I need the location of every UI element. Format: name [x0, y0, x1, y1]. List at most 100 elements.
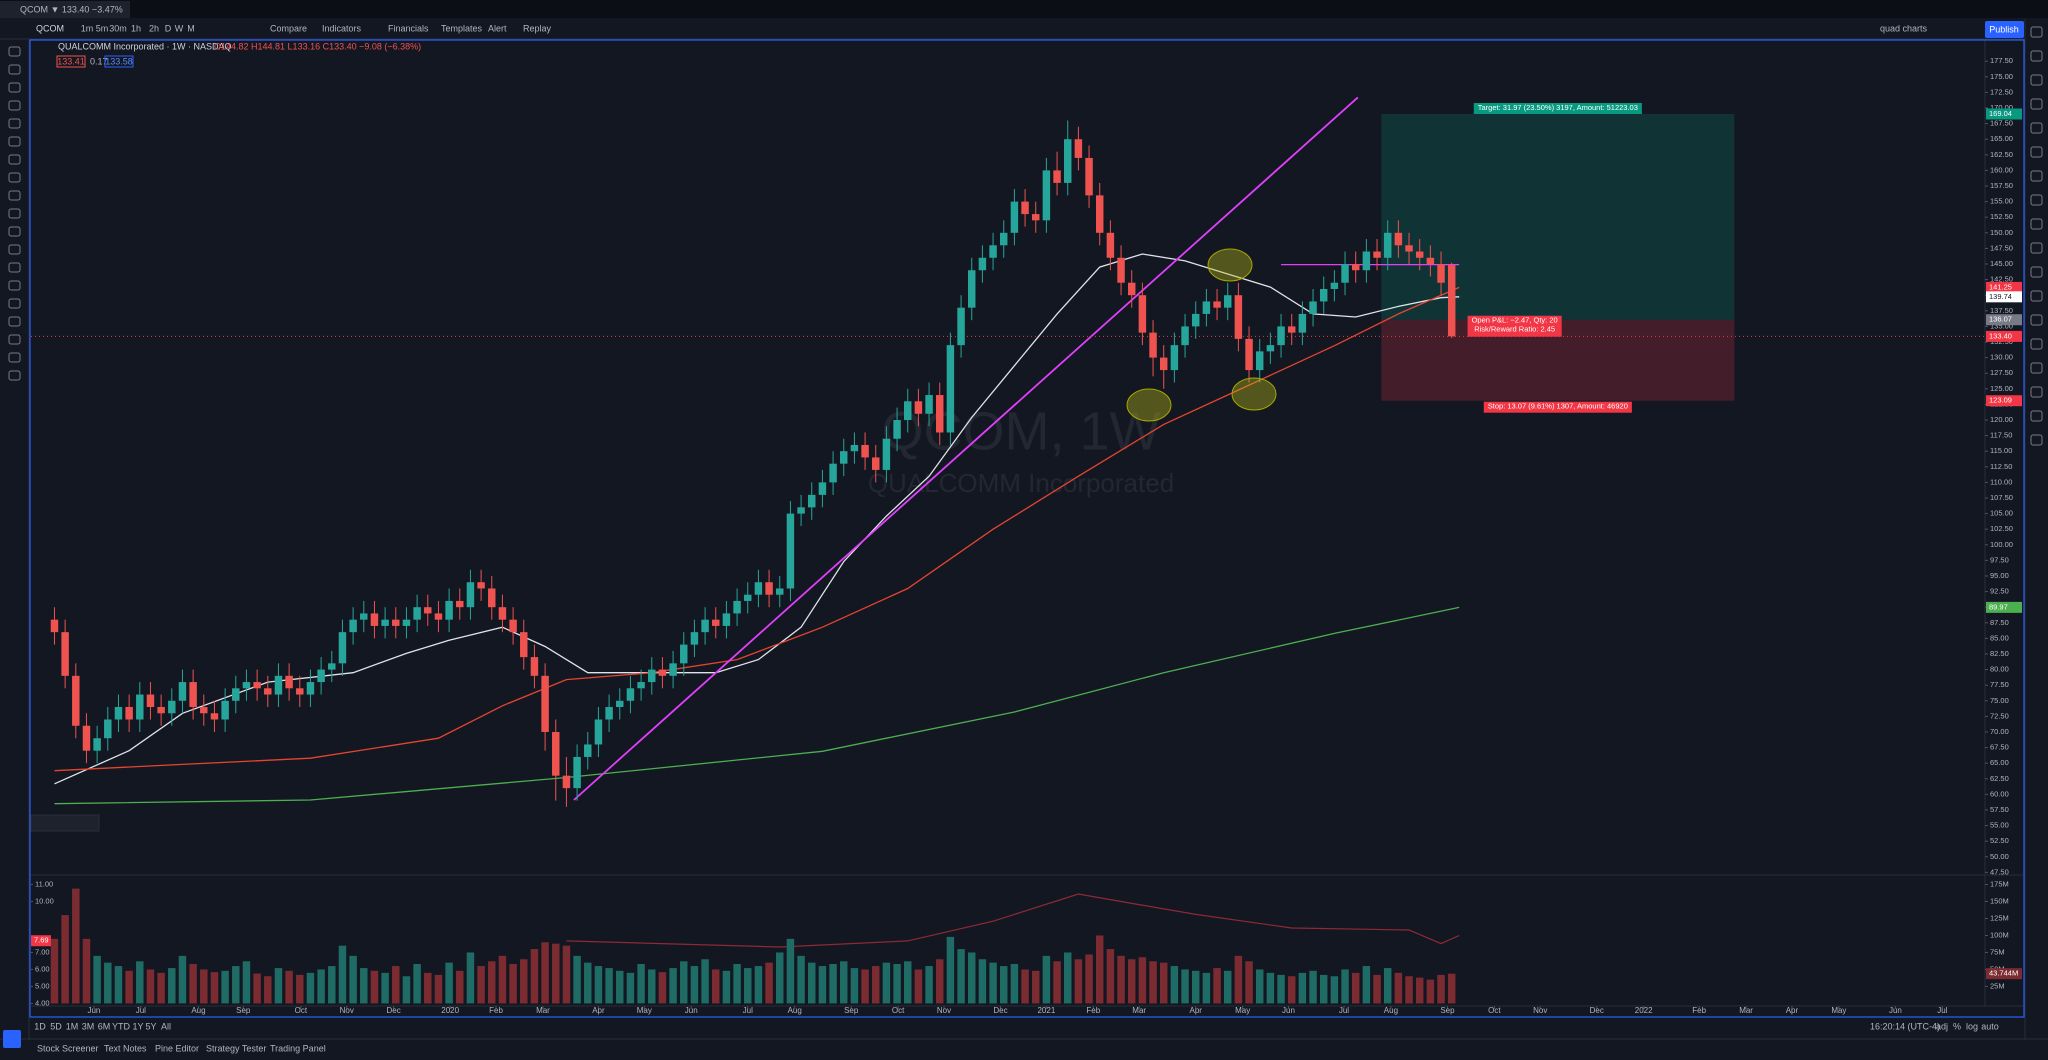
interval[interactable]: 2h	[149, 23, 159, 33]
tool-icon[interactable]	[8, 118, 21, 129]
sidebar-icon[interactable]	[2030, 218, 2043, 230]
volume-bar	[797, 955, 805, 1004]
candle-body	[1191, 313, 1200, 327]
tool-icon[interactable]	[8, 280, 21, 291]
tool-icon[interactable]	[8, 352, 21, 363]
tool-icon[interactable]	[8, 136, 21, 147]
footer-tab[interactable]: Stock Screener	[37, 1043, 99, 1053]
sidebar-icon[interactable]	[2030, 362, 2043, 374]
interval[interactable]: M	[187, 23, 195, 33]
toolbar-button[interactable]: Alert	[488, 23, 507, 33]
range-button[interactable]: 1Y	[132, 1021, 143, 1031]
tool-icon[interactable]	[8, 208, 21, 219]
interval[interactable]: W	[175, 23, 184, 33]
candle-body	[381, 619, 389, 626]
sidebar-icon[interactable]	[2030, 242, 2043, 254]
tool-icon[interactable]	[8, 316, 21, 327]
y-tick-label: 170.00	[1990, 103, 2013, 112]
toolbar-button[interactable]: Replay	[523, 23, 552, 33]
sidebar-icon[interactable]	[2030, 194, 2043, 206]
scale-option[interactable]: %	[1953, 1021, 1961, 1031]
footer-tab[interactable]: Strategy Tester	[206, 1043, 266, 1053]
sidebar-icon[interactable]	[2030, 122, 2043, 134]
range-button[interactable]: YTD	[112, 1021, 131, 1031]
indicator-tick-label: 10.00	[35, 896, 54, 905]
sidebar-icon[interactable]	[2030, 146, 2043, 158]
publish-button[interactable]	[1985, 21, 2024, 38]
sidebar-icon[interactable]	[2030, 74, 2043, 86]
candle-body	[1138, 295, 1147, 333]
toolbar-button[interactable]: Indicators	[322, 23, 362, 33]
footer-tab[interactable]: Pine Editor	[155, 1043, 199, 1053]
scale-option[interactable]: auto	[1981, 1021, 1999, 1031]
tool-icon[interactable]	[8, 190, 21, 201]
sidebar-icon[interactable]	[2030, 26, 2043, 38]
x-tick-label: Sep	[1440, 1006, 1455, 1015]
interval[interactable]: 5m	[96, 23, 109, 33]
tool-icon[interactable]	[8, 64, 21, 75]
volume-bar	[392, 966, 400, 1004]
sidebar-icon[interactable]	[2030, 386, 2043, 398]
range-button[interactable]: All	[161, 1021, 171, 1031]
sidebar-icon[interactable]	[2030, 434, 2043, 446]
tool-icon[interactable]	[8, 100, 21, 111]
sidebar-icon[interactable]	[2030, 98, 2043, 110]
x-tick-label: 2022	[1635, 1006, 1653, 1015]
tool-icon[interactable]	[8, 46, 21, 57]
sidebar-icon[interactable]	[2030, 338, 2043, 350]
toolbar-button[interactable]: Templates	[441, 23, 483, 33]
volume-bar	[1234, 955, 1243, 1004]
interval[interactable]: 1h	[131, 23, 141, 33]
interval[interactable]: 1m	[81, 23, 94, 33]
footer-tab[interactable]: Trading Panel	[270, 1043, 326, 1053]
scale-option[interactable]: adj	[1936, 1021, 1948, 1031]
interval[interactable]: D	[165, 23, 172, 33]
tool-icon[interactable]	[8, 82, 21, 93]
x-tick-label: Feb	[489, 1006, 503, 1015]
candle-body	[242, 682, 251, 689]
y-tick-label: 125.00	[1990, 384, 2013, 393]
sidebar-icon[interactable]	[2030, 290, 2043, 302]
range-button[interactable]: 6M	[98, 1021, 111, 1031]
sidebar-icon[interactable]	[2030, 170, 2043, 182]
tool-icon[interactable]	[8, 172, 21, 183]
position-target-zone	[1381, 114, 1735, 320]
candle-body	[349, 619, 357, 633]
toolbar-button[interactable]: Compare	[270, 23, 307, 33]
candle-body	[136, 694, 144, 720]
range-button[interactable]: 3M	[82, 1021, 95, 1031]
tab[interactable]	[0, 1, 130, 18]
sidebar-icon[interactable]	[2030, 410, 2043, 422]
volume-bar	[1021, 969, 1029, 1004]
tool-icon[interactable]	[8, 334, 21, 345]
tool-icon[interactable]	[8, 226, 21, 237]
footer-tab[interactable]: Text Notes	[104, 1043, 147, 1053]
tool-icon[interactable]	[8, 370, 21, 381]
range-button[interactable]: 1D	[34, 1021, 46, 1031]
layout-menu[interactable]: quad charts	[1880, 23, 1928, 33]
volume-bar	[733, 964, 741, 1004]
candle-body	[562, 775, 571, 789]
sidebar-icon[interactable]	[2030, 266, 2043, 278]
volume-bar	[658, 972, 667, 1004]
tool-icon[interactable]	[8, 244, 21, 255]
tool-icon[interactable]	[8, 262, 21, 273]
pnl-label: Risk/Reward Ratio: 2.45	[1474, 325, 1555, 334]
volume-bar	[296, 974, 304, 1004]
tool-icon[interactable]	[8, 298, 21, 309]
sidebar-icon[interactable]	[2030, 50, 2043, 62]
drawing-toolbar[interactable]	[30, 814, 100, 832]
range-button[interactable]: 1M	[66, 1021, 79, 1031]
y-tick-label: 160.00	[1990, 165, 2013, 174]
range-button[interactable]: 5D	[50, 1021, 62, 1031]
interval[interactable]: 30m	[109, 23, 127, 33]
toolbar-button[interactable]: Financials	[388, 23, 429, 33]
scale-option[interactable]: log	[1966, 1021, 1978, 1031]
x-tick-label: Feb	[1086, 1006, 1100, 1015]
tool-icon[interactable]	[8, 154, 21, 165]
bottom-logo[interactable]	[3, 1030, 21, 1048]
sidebar-icon[interactable]	[2030, 314, 2043, 326]
range-button[interactable]: 5Y	[145, 1021, 156, 1031]
volume-bar	[594, 966, 603, 1004]
symbol[interactable]: QCOM	[36, 23, 64, 33]
